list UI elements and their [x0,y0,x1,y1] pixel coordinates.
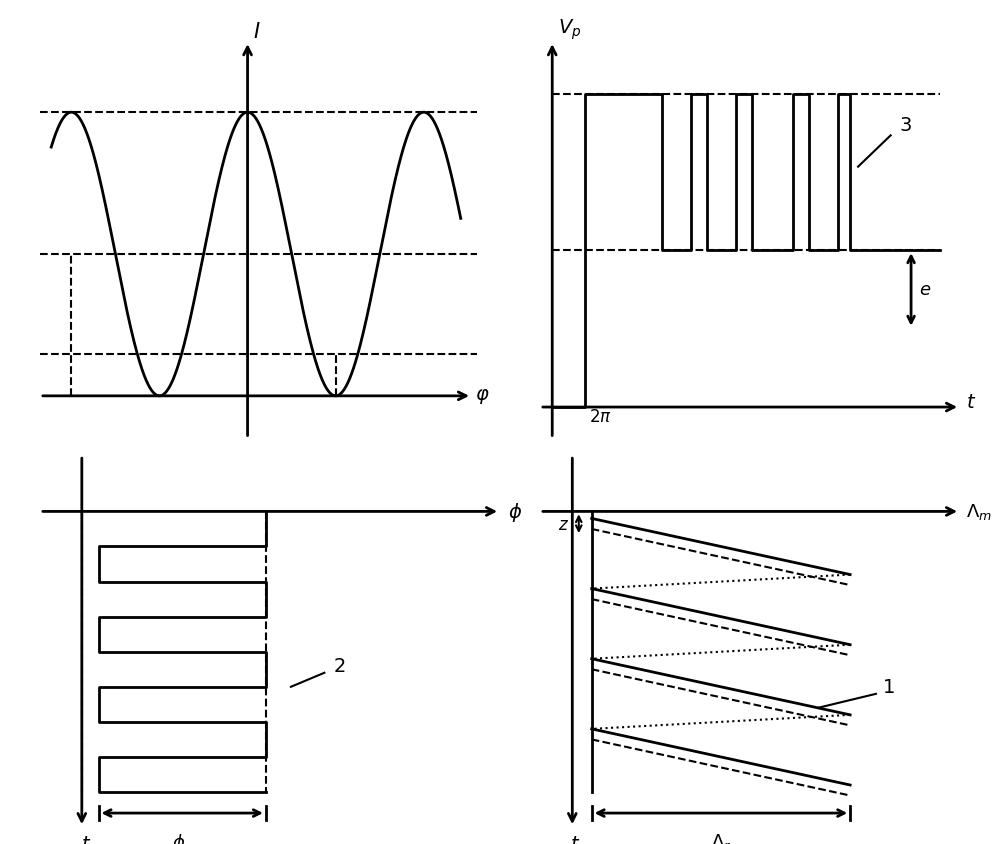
Text: $1$: $1$ [882,678,895,696]
Text: $3$: $3$ [899,116,912,135]
Text: $2$: $2$ [333,657,345,675]
Text: $\phi$: $\phi$ [508,500,523,523]
Text: $t$: $t$ [966,392,976,412]
Text: $t$: $t$ [81,834,91,844]
Text: $\Lambda_r$: $\Lambda_r$ [711,830,731,844]
Text: $\varphi$: $\varphi$ [475,387,489,406]
Text: $t$: $t$ [570,834,581,844]
Text: $\phi_r$: $\phi_r$ [172,830,192,844]
Text: $\Lambda_m$: $\Lambda_m$ [966,502,992,522]
Text: $2\pi$: $2\pi$ [589,408,611,426]
Text: $I$: $I$ [253,22,261,42]
Text: $V_p$: $V_p$ [558,18,582,42]
Text: $z$: $z$ [558,515,569,533]
Text: $e$: $e$ [919,281,932,299]
